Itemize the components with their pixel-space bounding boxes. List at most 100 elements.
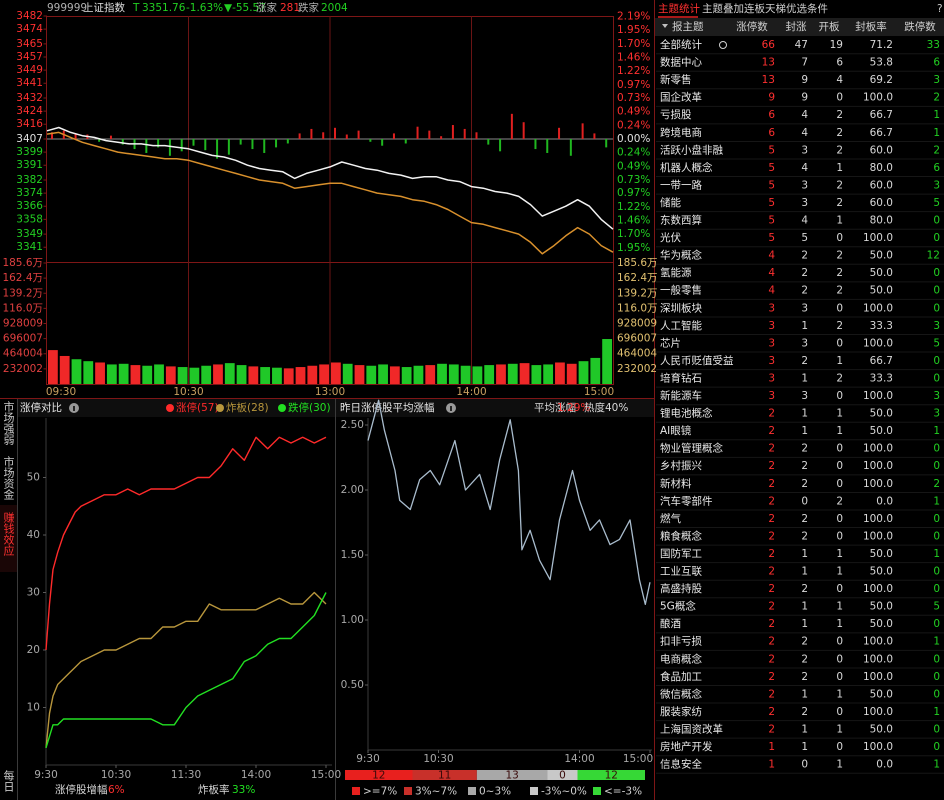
theme-name[interactable]: 粮食概念 bbox=[660, 529, 702, 542]
theme-name[interactable]: 东数西算 bbox=[660, 214, 702, 227]
legend-label[interactable]: 涨停(57) bbox=[176, 401, 219, 414]
table-cell: 1 bbox=[836, 688, 843, 700]
volume-bar bbox=[543, 364, 554, 384]
volume-bar bbox=[448, 364, 459, 384]
table-cell: 3 bbox=[768, 390, 775, 402]
theme-name[interactable]: 机器人概念 bbox=[660, 161, 713, 174]
legend-label: >=7% bbox=[363, 786, 397, 798]
help-button[interactable]: ? bbox=[937, 3, 943, 15]
theme-name[interactable]: 燃气 bbox=[660, 512, 681, 525]
theme-name[interactable]: 高盛持股 bbox=[660, 582, 702, 595]
volume-bar bbox=[142, 365, 153, 384]
theme-name[interactable]: 乡村振兴 bbox=[660, 459, 702, 472]
table-cell: 100.0 bbox=[863, 443, 893, 455]
y2-tick-label: 0.00% bbox=[617, 133, 650, 145]
sort-icon[interactable] bbox=[662, 24, 668, 28]
column-header[interactable]: 跌停数 bbox=[904, 20, 936, 33]
table-tab[interactable]: 优选条件 bbox=[786, 2, 828, 15]
theme-name[interactable]: 锂电池概念 bbox=[660, 407, 713, 420]
x-tick-label: 9:30 bbox=[356, 753, 380, 765]
table-cell: 2 bbox=[933, 144, 940, 156]
table-cell: 2 bbox=[801, 478, 808, 490]
table-cell: 2 bbox=[768, 530, 775, 542]
theme-name[interactable]: 微信概念 bbox=[660, 687, 702, 700]
table-cell: 100.0 bbox=[863, 232, 893, 244]
theme-name[interactable]: 新材料 bbox=[660, 477, 692, 490]
side-tab[interactable]: 市场资金 bbox=[2, 456, 15, 500]
table-cell: 100.0 bbox=[863, 337, 893, 349]
theme-name[interactable]: 培育钻石 bbox=[660, 371, 702, 384]
table-tab[interactable]: 主题统计 bbox=[658, 2, 700, 15]
y2-tick-label: 0.97% bbox=[617, 187, 650, 199]
y-tick-label: 3391 bbox=[16, 159, 43, 171]
theme-name[interactable]: 食品加工 bbox=[660, 670, 702, 683]
table-cell: 2 bbox=[801, 706, 808, 718]
theme-name[interactable]: 汽车零部件 bbox=[660, 494, 713, 507]
theme-name[interactable]: 房地产开发 bbox=[660, 740, 713, 753]
theme-name[interactable]: 电商概念 bbox=[660, 652, 702, 665]
theme-name[interactable]: 活跃小盘非融 bbox=[660, 143, 723, 156]
theme-name[interactable]: 信息安全 bbox=[660, 758, 702, 771]
side-tab-active[interactable]: 赚钱效应 bbox=[2, 512, 15, 556]
table-cell: 2 bbox=[768, 618, 775, 630]
stat-value: 1.29% bbox=[557, 402, 590, 414]
footer-value: 33% bbox=[232, 784, 255, 796]
table-cell: 2 bbox=[801, 636, 808, 648]
theme-name[interactable]: 新能源车 bbox=[660, 389, 702, 402]
theme-name[interactable]: 储能 bbox=[660, 196, 681, 209]
column-header[interactable]: 封板率 bbox=[855, 20, 887, 33]
volume-tick-label: 232002 bbox=[3, 363, 43, 375]
theme-name[interactable]: 工业互联 bbox=[660, 566, 702, 578]
theme-name[interactable]: 人工智能 bbox=[660, 319, 702, 332]
theme-name[interactable]: 人民币贬值受益 bbox=[660, 354, 734, 367]
legend-label: 3%~7% bbox=[415, 786, 457, 798]
table-cell: 50.0 bbox=[870, 723, 893, 735]
theme-name[interactable]: 全部统计 bbox=[660, 38, 702, 51]
theme-name[interactable]: 国防军工 bbox=[660, 547, 702, 560]
column-header[interactable]: 开板 bbox=[819, 20, 840, 33]
theme-name[interactable]: 服装家纺 bbox=[660, 705, 702, 718]
theme-name[interactable]: 5G概念 bbox=[660, 600, 696, 613]
legend-label[interactable]: 炸板(28) bbox=[226, 401, 269, 414]
theme-name[interactable]: 一般零售 bbox=[660, 284, 702, 297]
column-header[interactable]: 涨停数 bbox=[736, 20, 768, 33]
volume-bar bbox=[507, 363, 518, 384]
theme-name[interactable]: 新零售 bbox=[660, 73, 692, 86]
breadth-bar bbox=[98, 139, 101, 142]
theme-name[interactable]: 华为概念 bbox=[660, 249, 702, 262]
theme-name[interactable]: 扣非亏损 bbox=[660, 635, 702, 648]
y-tick-label: 3424 bbox=[16, 105, 43, 117]
table-cell: 1 bbox=[836, 408, 843, 420]
column-header[interactable]: 封涨 bbox=[786, 20, 807, 33]
table-cell: 0.0 bbox=[876, 495, 893, 507]
theme-name[interactable]: 数据中心 bbox=[660, 56, 702, 69]
column-header[interactable]: 报主题 bbox=[672, 20, 704, 33]
footer-value: 6% bbox=[108, 784, 125, 796]
theme-name[interactable]: 光伏 bbox=[660, 231, 681, 244]
theme-name[interactable]: 跨境电商 bbox=[660, 126, 702, 139]
breadth-bar bbox=[275, 139, 278, 148]
theme-name[interactable]: AI眼镜 bbox=[660, 424, 692, 437]
y-tick-label: 0.50 bbox=[341, 679, 364, 691]
side-tab[interactable]: 每日 bbox=[2, 770, 15, 792]
legend-label[interactable]: 跌停(30) bbox=[288, 401, 331, 414]
side-tab[interactable]: 市场强弱 bbox=[2, 401, 15, 445]
theme-name[interactable]: 氢能源 bbox=[660, 266, 692, 279]
legend-label: -3%~0% bbox=[541, 786, 587, 798]
breadth-bar bbox=[168, 139, 171, 156]
breadth-bar bbox=[593, 133, 596, 139]
theme-name[interactable]: 上海国资改革 bbox=[660, 722, 723, 735]
theme-name[interactable]: 国企改革 bbox=[660, 91, 702, 104]
table-tab[interactable]: 连板天梯 bbox=[744, 2, 786, 15]
theme-name[interactable]: 芯片 bbox=[660, 336, 681, 349]
table-cell: 1 bbox=[768, 759, 775, 771]
theme-name[interactable]: 亏损股 bbox=[660, 108, 692, 121]
theme-name[interactable]: 深圳板块 bbox=[660, 301, 702, 314]
table-cell: 1 bbox=[836, 723, 843, 735]
table-cell: 33.3 bbox=[870, 372, 893, 384]
x-tick-label: 09:30 bbox=[46, 386, 76, 398]
theme-name[interactable]: 一带一路 bbox=[660, 178, 702, 191]
theme-name[interactable]: 物业管理概念 bbox=[660, 442, 723, 455]
table-tab[interactable]: 主题叠加 bbox=[702, 3, 744, 15]
theme-name[interactable]: 酿酒 bbox=[660, 617, 681, 630]
